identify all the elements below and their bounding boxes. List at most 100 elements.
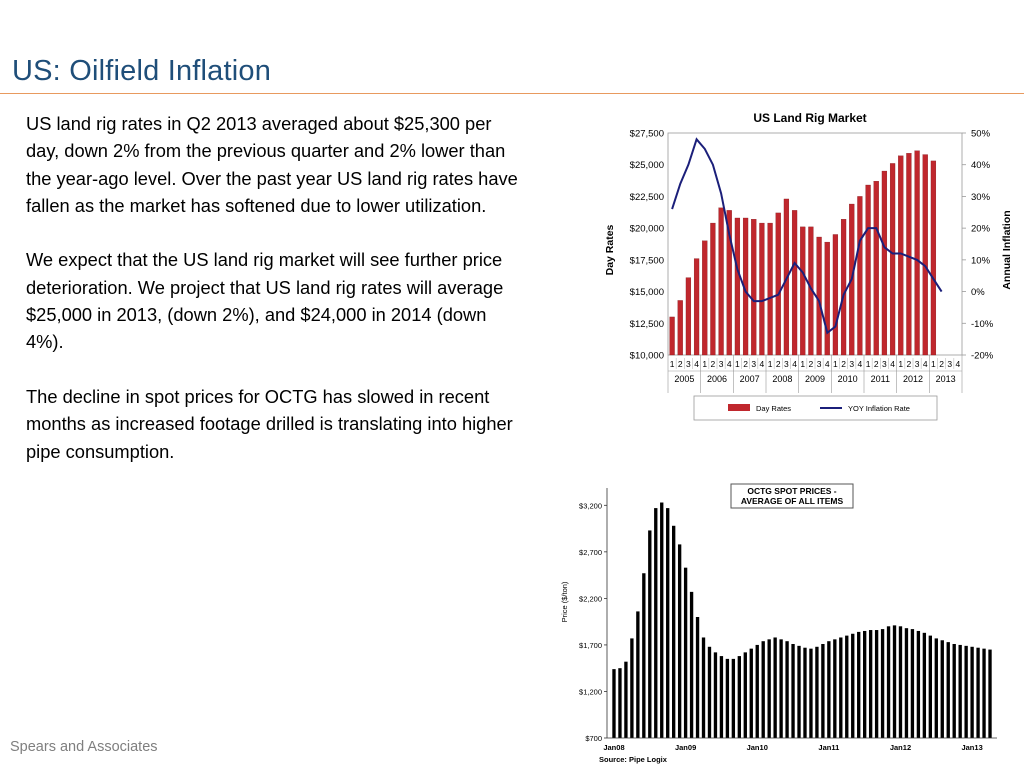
rig-chart-y2label: Annual Inflation: [1001, 210, 1013, 289]
rig-y2tick-label: -20%: [971, 351, 994, 362]
rig-quarter-label: 4: [890, 359, 895, 369]
octg-price-bar: [839, 637, 843, 738]
day-rate-bar: [718, 207, 724, 356]
octg-price-bar: [970, 646, 974, 738]
octg-price-bar: [683, 567, 688, 738]
day-rate-bar: [685, 277, 692, 356]
octg-xtick-label: Jan13: [961, 743, 982, 752]
octg-price-bar: [701, 637, 706, 738]
day-rate-bar: [840, 219, 847, 356]
day-rate-bar: [767, 222, 773, 356]
day-rate-bar: [710, 222, 716, 356]
rig-y2tick-label: 20%: [971, 224, 991, 235]
octg-price-bar: [767, 639, 771, 738]
octg-price-bar: [666, 508, 670, 738]
octg-price-bar: [827, 641, 831, 738]
octg-ytick-label: $1,200: [579, 687, 602, 696]
day-rate-bar: [791, 210, 798, 356]
day-rate-bar: [930, 160, 937, 356]
octg-price-bar: [898, 626, 903, 738]
day-rate-bar: [898, 155, 904, 356]
octg-price-bar: [815, 646, 819, 738]
body-text: US land rig rates in Q2 2013 averaged ab…: [26, 110, 526, 492]
day-rate-bar: [726, 210, 732, 356]
day-rate-bar: [734, 217, 741, 356]
rig-inflation-line: [671, 137, 943, 335]
day-rate-bar: [759, 222, 765, 356]
rig-quarter-label: 2: [841, 359, 846, 369]
octg-price-bar: [928, 635, 932, 738]
octg-price-bar: [976, 647, 980, 738]
octg-ytick-label: $3,200: [579, 501, 602, 510]
day-rate-bar: [677, 300, 683, 356]
day-rate-bar: [857, 196, 863, 356]
rig-ytick-label: $10,000: [630, 351, 664, 362]
page-title: US: Oilfield Inflation: [12, 55, 272, 87]
octg-price-bar: [809, 648, 813, 738]
octg-xtick-label: Jan09: [675, 743, 696, 752]
octg-price-bar: [904, 628, 909, 738]
octg-price-bar: [618, 668, 622, 738]
rig-quarter-label: 1: [800, 359, 805, 369]
day-rate-bar: [816, 236, 822, 356]
rig-ytick-label: $25,000: [630, 160, 664, 171]
octg-price-bar: [910, 629, 915, 738]
octg-price-bar: [642, 573, 646, 738]
title-divider: [0, 93, 1024, 94]
rig-year-label: 2013: [936, 374, 956, 384]
rig-quarter-label: 4: [825, 359, 830, 369]
octg-price-bar: [946, 642, 950, 738]
octg-price-bar: [868, 630, 873, 738]
rig-y2tick-label: 0%: [971, 287, 985, 298]
octg-price-bar: [863, 630, 867, 738]
rig-quarter-label: 1: [931, 359, 936, 369]
octg-price-bar: [725, 658, 730, 738]
rig-year-label: 2012: [903, 374, 923, 384]
rig-quarter-label: 1: [898, 359, 903, 369]
octg-price-bar: [761, 641, 765, 738]
rig-quarter-label: 4: [727, 359, 732, 369]
octg-price-bar: [755, 644, 759, 738]
octg-price-bar: [779, 639, 783, 738]
rig-quarter-label: 1: [768, 359, 773, 369]
rig-quarter-label: 1: [735, 359, 740, 369]
octg-xtick-label: Jan10: [747, 743, 768, 752]
octg-price-bar: [654, 508, 658, 738]
rig-ytick-label: $12,500: [630, 319, 664, 330]
octg-title-box: OCTG SPOT PRICES - AVERAGE OF ALL ITEMS: [730, 483, 854, 509]
octg-price-bar: [982, 648, 986, 738]
day-rate-bar: [881, 170, 888, 356]
day-rate-bar: [693, 258, 700, 356]
octg-price-bar: [857, 631, 861, 738]
rig-y2tick-label: 30%: [971, 192, 991, 203]
rig-ytick-label: $17,500: [630, 255, 664, 266]
octg-ytick-label: $2,700: [579, 548, 602, 557]
rig-quarter-label: 2: [939, 359, 944, 369]
rig-quarter-label: 1: [670, 359, 675, 369]
octg-price-bar: [833, 639, 837, 738]
day-rate-bar: [914, 150, 920, 356]
octg-price-bar: [612, 669, 616, 738]
octg-price-bar: [922, 632, 927, 738]
octg-price-bar: [886, 626, 891, 738]
rig-quarter-label: 3: [686, 359, 691, 369]
day-rate-bar: [906, 153, 912, 356]
day-rate-bar: [922, 154, 928, 356]
octg-price-bar: [749, 648, 753, 738]
octg-ytick-label: $700: [585, 734, 602, 743]
octg-price-bar: [713, 652, 718, 738]
octg-price-bar: [958, 644, 962, 738]
octg-price-bar: [660, 502, 664, 738]
rig-year-label: 2007: [740, 374, 760, 384]
footer-source: Spears and Associates: [10, 739, 158, 755]
rig-quarter-label: 4: [858, 359, 863, 369]
rig-y2tick-label: -10%: [971, 319, 994, 330]
octg-xtick-label: Jan11: [818, 743, 839, 752]
octg-price-bar: [880, 629, 885, 738]
octg-source: Source: Pipe Logix: [599, 755, 668, 764]
octg-ytick-label: $2,200: [579, 594, 602, 603]
rig-quarter-label: 4: [956, 359, 961, 369]
rig-quarter-label: 4: [792, 359, 797, 369]
rig-quarter-label: 2: [809, 359, 814, 369]
rig-quarter-label: 4: [923, 359, 928, 369]
